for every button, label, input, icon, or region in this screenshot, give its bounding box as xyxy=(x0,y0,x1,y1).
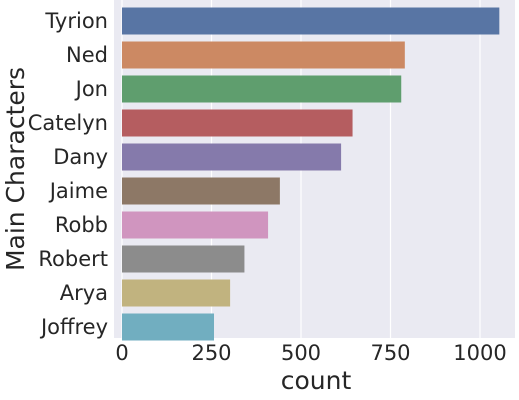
y-tick-label-robert: Robert xyxy=(38,247,108,271)
bar-robert xyxy=(122,245,245,273)
bar-jaime xyxy=(122,177,280,205)
x-tick-label: 250 xyxy=(191,341,231,365)
x-tick-labels: 0 250 500 750 1000 xyxy=(115,341,506,365)
y-tick-label-catelyn: Catelyn xyxy=(28,111,108,135)
bars xyxy=(122,7,500,341)
y-tick-label-dany: Dany xyxy=(53,145,108,169)
y-axis-label: Main Characters xyxy=(1,67,30,271)
bar-joffrey xyxy=(122,313,215,341)
bar-arya xyxy=(122,279,231,307)
y-tick-label-tyrion: Tyrion xyxy=(44,9,108,33)
x-tick-label: 500 xyxy=(281,341,321,365)
x-tick-label: 1000 xyxy=(453,341,506,365)
bar-robb xyxy=(122,211,269,239)
bar-dany xyxy=(122,143,342,171)
x-tick-label: 750 xyxy=(370,341,410,365)
bar-ned xyxy=(122,41,405,69)
bar-catelyn xyxy=(122,109,353,137)
y-tick-label-robb: Robb xyxy=(55,213,108,237)
bar-tyrion xyxy=(122,7,500,35)
y-tick-label-arya: Arya xyxy=(60,281,108,305)
x-tick-label: 0 xyxy=(115,341,128,365)
y-tick-labels: Tyrion Ned Jon Catelyn Dany Jaime Robb Robert Ar… xyxy=(28,9,108,339)
x-axis-label: count xyxy=(281,366,352,395)
y-tick-label-jon: Jon xyxy=(74,77,108,101)
y-tick-label-joffrey: Joffrey xyxy=(39,315,108,339)
bar-jon xyxy=(122,75,402,103)
y-tick-label-jaime: Jaime xyxy=(48,179,108,203)
y-tick-label-ned: Ned xyxy=(66,43,108,67)
